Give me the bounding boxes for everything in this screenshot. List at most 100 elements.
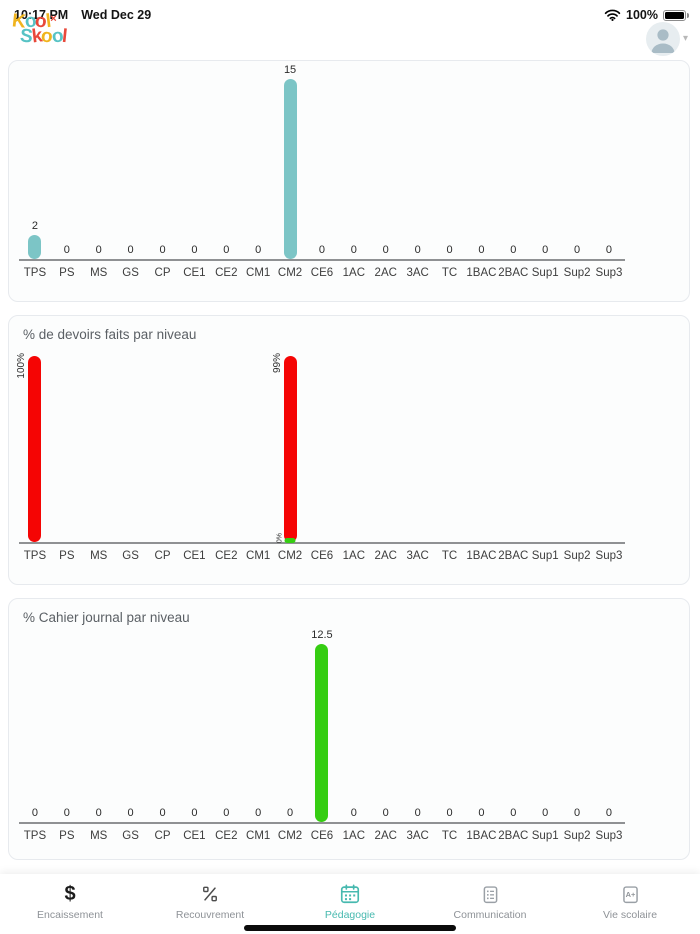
bar-value-label: 0 xyxy=(63,807,70,820)
bar-value-label: 0 xyxy=(159,244,166,257)
axis-label-ce1: CE1 xyxy=(183,830,206,842)
profile-menu[interactable]: ▾ xyxy=(645,22,688,56)
axis-label-sup2: Sup2 xyxy=(563,267,591,279)
axis-label-gs: GS xyxy=(122,267,139,279)
chart-column-sup2: 0 xyxy=(561,64,593,259)
chart-column-ce2: 0 xyxy=(210,64,242,259)
home-indicator[interactable] xyxy=(244,924,456,931)
tab-label: Pédagogie xyxy=(324,909,376,921)
bar-value-label: 0 xyxy=(255,244,262,257)
axis-label-1bac: 1BAC xyxy=(466,550,497,562)
bar-value-label: 0 xyxy=(574,807,581,820)
bar-value-label: 0 xyxy=(63,244,70,257)
axis-label-sup3: Sup3 xyxy=(595,830,623,842)
bar-value-label: 0 xyxy=(127,244,134,257)
chart-column-sup1: 0 xyxy=(529,64,561,259)
logo-line1: Kool× xyxy=(11,10,57,33)
chart-column-sup2: 0 xyxy=(561,629,593,822)
axis-label-ms: MS xyxy=(90,267,108,279)
axis-label-sup1: Sup1 xyxy=(531,550,559,562)
bar-value-label: 0 xyxy=(446,807,453,820)
bar-value-label: 0 xyxy=(414,807,421,820)
tab-pedagogie[interactable]: Pédagogie xyxy=(280,874,420,934)
chat-list-icon xyxy=(480,883,501,905)
tab-label: Recouvrement xyxy=(175,909,245,921)
chart-column-ps xyxy=(51,356,83,542)
chart-column-tc: 0 xyxy=(434,64,466,259)
svg-text:A+: A+ xyxy=(625,890,635,899)
bar-value-label: 2 xyxy=(31,220,38,233)
x-axis-labels: TPS PS MS GS CP CE1 CE2 CM1 CM2 CE6 1AC 2AC 3AC TC 1BA… xyxy=(19,824,625,842)
chart-column-2ac xyxy=(370,356,402,542)
status-date: Wed Dec 29 xyxy=(81,8,152,22)
tab-communication[interactable]: Communication xyxy=(420,874,560,934)
axis-label-3ac: 3AC xyxy=(406,267,429,279)
battery-icon xyxy=(663,9,689,21)
chart-column-ps: 0 xyxy=(51,629,83,822)
axis-label-ce1: CE1 xyxy=(183,550,206,562)
axis-label-gs: GS xyxy=(122,550,139,562)
bar-value-label: 0 xyxy=(350,807,357,820)
chart-column-ce6: 12.5 xyxy=(306,629,338,822)
chart-column-ms: 0 xyxy=(83,629,115,822)
bar-tps: 100% xyxy=(16,353,42,542)
bar-chart-plot: 100% 99% 0% xyxy=(16,353,625,544)
axis-label-tps: TPS xyxy=(23,830,47,842)
chart-column-sup3 xyxy=(593,356,625,542)
axis-label-cm1: CM1 xyxy=(246,830,271,842)
chart-column-cm1 xyxy=(242,356,274,542)
chart-column-2bac: 0 xyxy=(497,64,529,259)
dollar-icon: $ xyxy=(64,883,76,905)
chart-column-cp xyxy=(147,356,179,542)
axis-label-2ac: 2AC xyxy=(374,267,397,279)
axis-label-sup1: Sup1 xyxy=(531,830,559,842)
axis-label-cm2: CM2 xyxy=(277,550,303,562)
axis-label-ce6: CE6 xyxy=(310,830,334,842)
chart-column-tps: 100% xyxy=(16,353,51,542)
axis-label-ps: PS xyxy=(59,550,75,562)
percent-icon xyxy=(200,883,220,905)
chevron-down-icon: ▾ xyxy=(682,33,688,44)
chart-column-tc xyxy=(434,356,466,542)
axis-label-ce2: CE2 xyxy=(215,267,238,279)
bar-tps xyxy=(28,235,42,259)
chart-column-ms xyxy=(83,356,115,542)
bar-value-label: 0 xyxy=(478,244,485,257)
bar-value-label: 0 xyxy=(542,807,549,820)
axis-label-1ac: 1AC xyxy=(342,550,366,562)
tab-label: Communication xyxy=(453,909,527,921)
axis-label-sup3: Sup3 xyxy=(595,550,623,562)
a-plus-doc-icon: A+ xyxy=(620,883,641,905)
calendar-icon xyxy=(339,883,361,905)
bar-value-label: 0 xyxy=(127,807,134,820)
chart-column-3ac: 0 xyxy=(402,64,434,259)
chart-column-sup3: 0 xyxy=(593,64,625,259)
axis-label-cm2: CM2 xyxy=(277,830,303,842)
person-icon xyxy=(651,29,675,53)
bar-chart-plot: 0 0 0 0 0 0 0 0 0 12.5 0 0 0 0 0 0 0 0 0 xyxy=(19,629,625,824)
tab-encaissement[interactable]: $ Encaissement xyxy=(0,874,140,934)
mini-bar-value-label: 0% xyxy=(276,532,284,543)
axis-label-1bac: 1BAC xyxy=(466,830,497,842)
axis-label-2bac: 2BAC xyxy=(498,830,529,842)
bar-value-label: 0 xyxy=(159,807,166,820)
app-logo[interactable]: Kool× Skool xyxy=(11,10,68,47)
bar-value-label: 0 xyxy=(605,244,613,257)
bar-value-label: 0 xyxy=(255,807,262,820)
bar-value-label: 99% xyxy=(271,353,283,374)
axis-label-tc: TC xyxy=(441,550,458,562)
tab-recouvrement[interactable]: Recouvrement xyxy=(140,874,280,934)
bar-value-label: 0 xyxy=(223,244,230,257)
axis-label-2ac: 2AC xyxy=(374,830,397,842)
tab-vie-scolaire[interactable]: A+ Vie scolaire xyxy=(560,874,700,934)
axis-label-2bac: 2BAC xyxy=(498,550,529,562)
chart-column-gs: 0 xyxy=(115,629,147,822)
chart-column-1ac: 0 xyxy=(338,64,370,259)
avatar xyxy=(645,22,680,56)
chart-column-3ac: 0 xyxy=(402,629,434,822)
chart-column-sup3: 0 xyxy=(593,629,625,822)
bar-value-label: 0 xyxy=(350,244,357,257)
chart-column-cm1: 0 xyxy=(242,64,274,259)
axis-label-tps: TPS xyxy=(23,267,47,279)
